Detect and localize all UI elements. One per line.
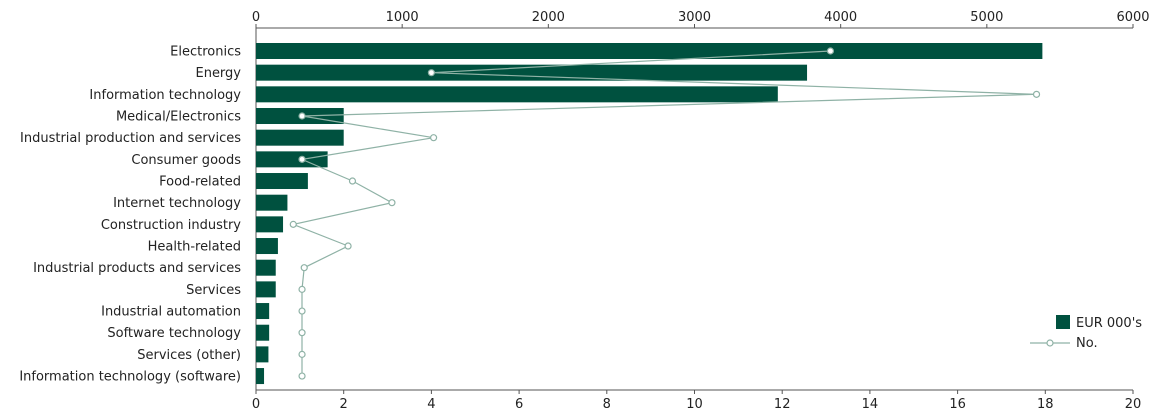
- line-point: [298, 155, 306, 163]
- bottom-axis-tick-label: 6: [515, 397, 523, 412]
- category-label: Industrial production and services: [20, 131, 241, 146]
- line-point: [429, 134, 438, 142]
- category-label: Energy: [195, 66, 241, 81]
- line-point: [289, 220, 297, 228]
- bar: [256, 238, 278, 255]
- line-point: [388, 199, 396, 207]
- top-axis-tick-label: 6000: [1116, 10, 1149, 25]
- bar: [256, 281, 276, 298]
- legend: EUR 000's No.: [1030, 315, 1142, 351]
- legend-bar-swatch: [1056, 315, 1070, 329]
- category-label: Information technology (software): [19, 370, 241, 385]
- top-axis-tick-label: 3000: [678, 10, 711, 25]
- top-axis-tick-label: 0: [252, 10, 260, 25]
- bar: [256, 173, 308, 190]
- bottom-axis: 0 2 4 6 8 10 12 14 16 18 20: [252, 389, 1142, 412]
- bar: [256, 151, 328, 168]
- bar: [256, 194, 288, 211]
- top-axis-tick-label: 2000: [532, 10, 565, 25]
- category-label: Industrial automation: [101, 305, 241, 320]
- category-labels: Electronics Energy Information technology M…: [19, 45, 241, 385]
- bottom-axis-tick-label: 0: [252, 397, 260, 412]
- line-point: [427, 69, 435, 77]
- category-label: Information technology: [89, 88, 241, 103]
- top-axis-tick-label: 4000: [824, 10, 857, 25]
- line-point: [348, 177, 357, 185]
- bar: [256, 303, 270, 320]
- category-label: Internet technology: [113, 196, 241, 211]
- category-label: Industrial products and services: [33, 261, 241, 276]
- line-point: [826, 47, 835, 55]
- category-label: Services: [186, 283, 241, 298]
- line-point: [298, 329, 306, 337]
- bottom-axis-tick-label: 12: [774, 397, 791, 412]
- legend-line-marker: [1046, 339, 1054, 347]
- bottom-axis-tick-label: 20: [1125, 397, 1142, 412]
- category-label: Construction industry: [101, 218, 241, 233]
- line-point: [298, 285, 306, 293]
- bar: [256, 324, 270, 341]
- line-point: [298, 307, 306, 315]
- line-series: [289, 47, 1041, 380]
- bar: [256, 346, 269, 363]
- bar: [256, 216, 284, 233]
- bar: [256, 43, 1043, 59]
- bar: [256, 64, 808, 81]
- bottom-axis-tick-label: 2: [340, 397, 348, 412]
- bar: [256, 368, 265, 385]
- top-axis: 0 1000 2000 3000 4000 5000 6000: [252, 10, 1150, 390]
- top-axis-tick-label: 5000: [970, 10, 1003, 25]
- category-label: Medical/Electronics: [116, 110, 241, 125]
- bottom-axis-tick-label: 10: [686, 397, 703, 412]
- bottom-axis-tick-label: 4: [427, 397, 435, 412]
- line-point: [344, 242, 352, 250]
- bottom-axis-tick-label: 8: [603, 397, 611, 412]
- line-point: [1032, 90, 1041, 98]
- legend-bar-label: EUR 000's: [1076, 316, 1142, 331]
- bottom-axis-tick-label: 16: [949, 397, 966, 412]
- bottom-axis-tick-label: 18: [1037, 397, 1054, 412]
- bar: [256, 259, 276, 276]
- top-axis-tick-label: 1000: [386, 10, 419, 25]
- line-point: [298, 112, 306, 120]
- bottom-axis-tick-label: 14: [862, 397, 879, 412]
- line-point: [300, 264, 308, 272]
- category-label: Software technology: [107, 326, 241, 341]
- bar-series: [256, 43, 1043, 385]
- legend-line-label: No.: [1076, 336, 1098, 351]
- category-label: Electronics: [170, 45, 241, 60]
- line-path: [291, 50, 1037, 377]
- line-point: [298, 350, 306, 358]
- category-label: Consumer goods: [131, 153, 241, 168]
- category-label: Food-related: [159, 175, 241, 190]
- line-point: [298, 372, 306, 380]
- bar: [256, 86, 778, 103]
- category-label: Services (other): [137, 348, 241, 363]
- bar: [256, 129, 344, 146]
- category-label: Health-related: [148, 240, 241, 255]
